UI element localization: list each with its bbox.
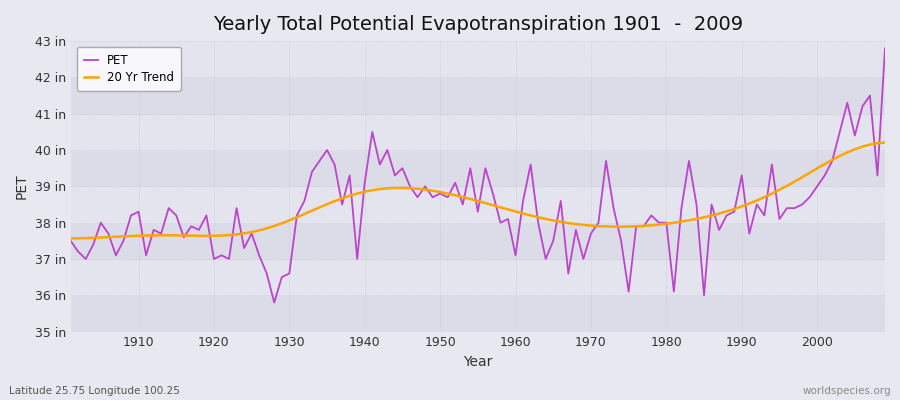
Bar xyxy=(71,295,885,332)
PET xyxy=(345,173,356,178)
Bar xyxy=(71,41,885,78)
20 Yr Trend xyxy=(879,140,890,145)
20 Yr Trend xyxy=(600,224,611,229)
Bar xyxy=(71,78,885,114)
Legend: PET, 20 Yr Trend: PET, 20 Yr Trend xyxy=(76,47,181,91)
PET xyxy=(608,206,619,210)
20 Yr Trend xyxy=(126,234,137,238)
Bar xyxy=(71,150,885,186)
20 Yr Trend xyxy=(510,209,521,214)
Title: Yearly Total Potential Evapotranspiration 1901  -  2009: Yearly Total Potential Evapotranspiratio… xyxy=(212,15,742,34)
Bar xyxy=(71,223,885,259)
Line: 20 Yr Trend: 20 Yr Trend xyxy=(71,142,885,238)
PET xyxy=(510,253,521,258)
Line: PET: PET xyxy=(71,48,885,302)
Bar xyxy=(71,259,885,295)
20 Yr Trend xyxy=(502,207,513,212)
PET xyxy=(299,198,310,203)
20 Yr Trend xyxy=(337,196,347,201)
Y-axis label: PET: PET xyxy=(15,174,29,199)
Text: Latitude 25.75 Longitude 100.25: Latitude 25.75 Longitude 100.25 xyxy=(9,386,180,396)
Bar xyxy=(71,186,885,223)
Bar xyxy=(71,114,885,150)
PET xyxy=(269,300,280,305)
20 Yr Trend xyxy=(292,215,302,220)
20 Yr Trend xyxy=(66,236,77,241)
PET xyxy=(126,213,137,218)
PET xyxy=(879,46,890,51)
PET xyxy=(66,238,77,243)
X-axis label: Year: Year xyxy=(464,355,492,369)
Text: worldspecies.org: worldspecies.org xyxy=(803,386,891,396)
PET xyxy=(518,198,528,203)
